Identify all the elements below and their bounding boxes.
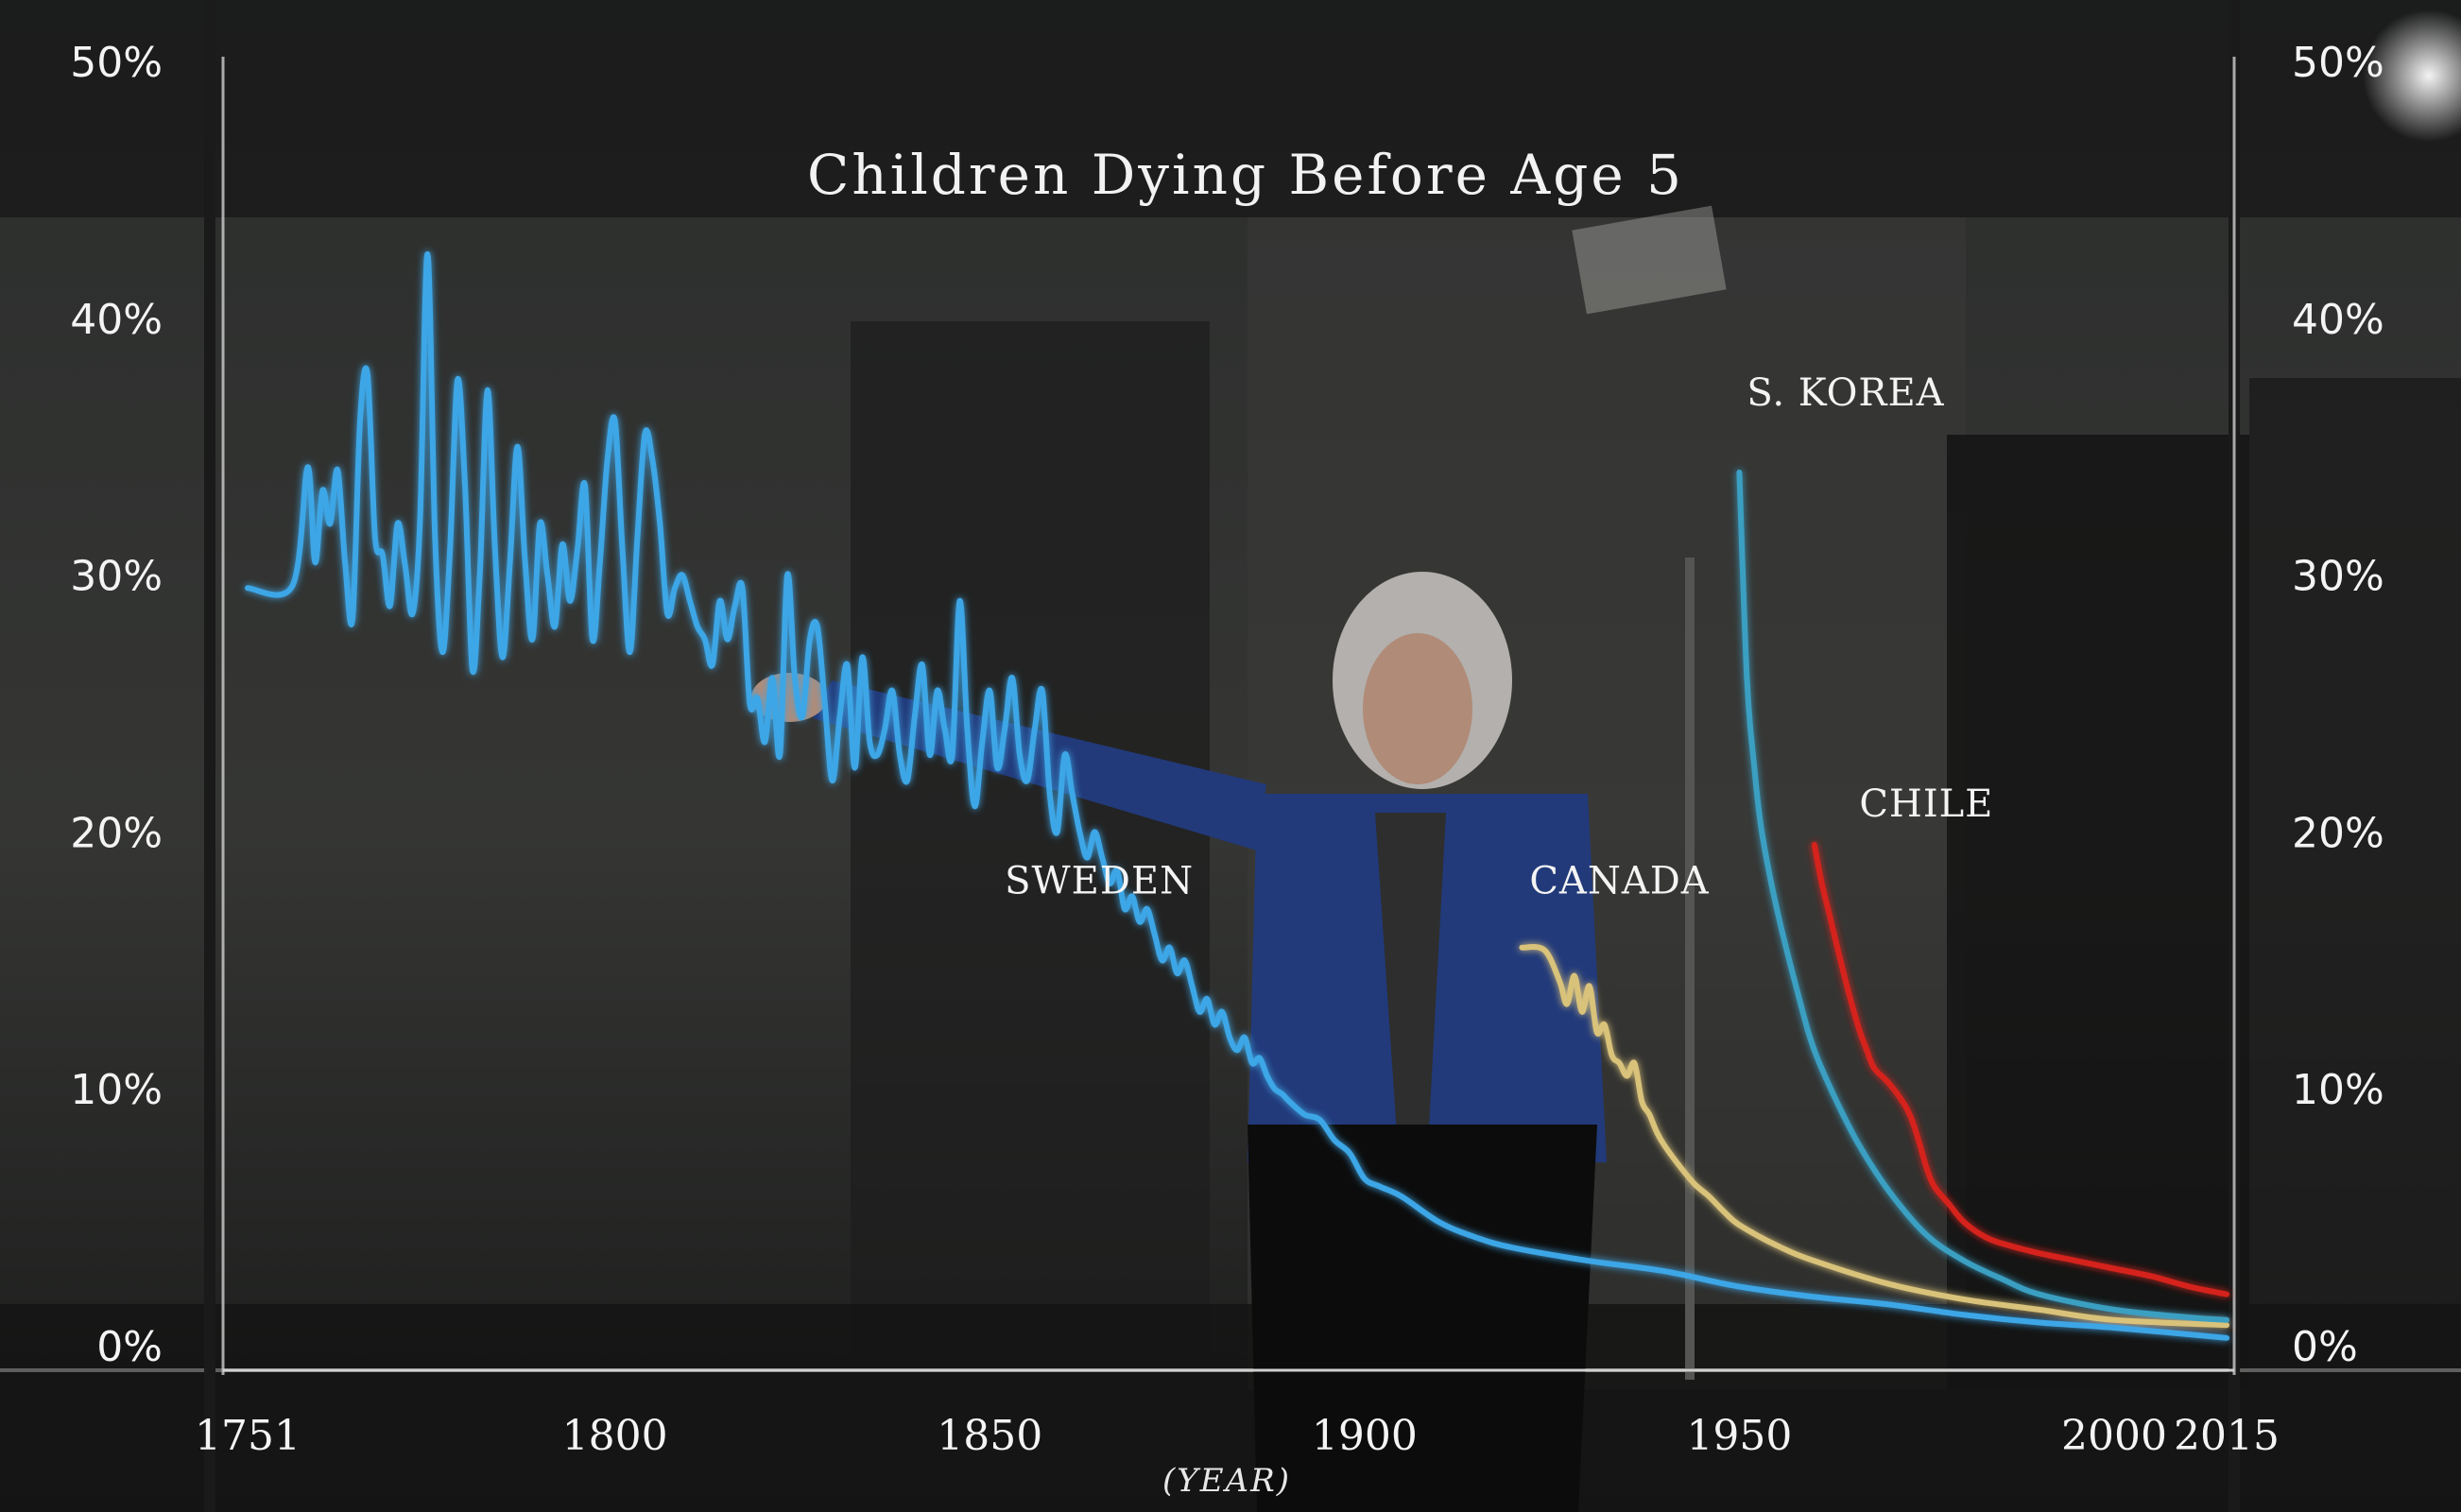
series-line-chile: [1811, 842, 2229, 1297]
x-tick-label-1800: 1800: [562, 1412, 668, 1460]
series-line-canada: [1519, 944, 2229, 1329]
y-tick-label-right-30: 30%: [2292, 553, 2384, 601]
y-tick-label-right-20: 20%: [2292, 809, 2384, 857]
y-tick-label-left-20: 20%: [70, 809, 163, 857]
series-label-sweden: SWEDEN: [1005, 860, 1194, 903]
y-tick-label-right-40: 40%: [2292, 296, 2384, 344]
series-layer: [245, 250, 2229, 1341]
y-tick-label-right-10: 10%: [2292, 1066, 2384, 1114]
series-line-s-korea: [1736, 469, 2229, 1323]
series-label-canada: CANADA: [1529, 860, 1709, 903]
y-tick-label-left-50: 50%: [70, 39, 163, 87]
series-label-s-korea: S. KOREA: [1747, 371, 1944, 415]
x-axis-label: (YEAR): [1162, 1462, 1291, 1500]
chart-axes: 0% 10% 20% 30% 40% 50% 0% 10% 20% 30% 40% 50% 1751…: [70, 39, 2384, 1460]
x-tick-label-1751: 1751: [195, 1412, 301, 1460]
series-label-chile: CHILE: [1859, 782, 1993, 826]
series-line-sweden: [245, 250, 2229, 1341]
y-ticks-left: 0% 10% 20% 30% 40% 50%: [70, 39, 163, 1371]
y-tick-label-left-10: 10%: [70, 1066, 163, 1114]
x-tick-label-2000: 2000: [2061, 1412, 2167, 1460]
chart-title: Children Dying Before Age 5: [807, 143, 1684, 207]
x-tick-label-1950: 1950: [1686, 1412, 1792, 1460]
y-tick-label-left-0: 0%: [96, 1323, 163, 1371]
y-ticks-right: 0% 10% 20% 30% 40% 50%: [2292, 39, 2384, 1371]
y-tick-label-right-0: 0%: [2292, 1323, 2358, 1371]
series-labels: SWEDEN CANADA S. KOREA CHILE: [1005, 371, 1993, 903]
x-tick-label-2015: 2015: [2174, 1412, 2280, 1460]
y-tick-label-right-50: 50%: [2292, 39, 2384, 87]
x-ticks: 1751 1800 1850 1900 1950 2000 2015: [195, 1412, 2280, 1460]
x-tick-label-1900: 1900: [1312, 1412, 1418, 1460]
y-tick-label-left-40: 40%: [70, 296, 163, 344]
y-tick-label-left-30: 30%: [70, 553, 163, 601]
x-tick-label-1850: 1850: [937, 1412, 1042, 1460]
